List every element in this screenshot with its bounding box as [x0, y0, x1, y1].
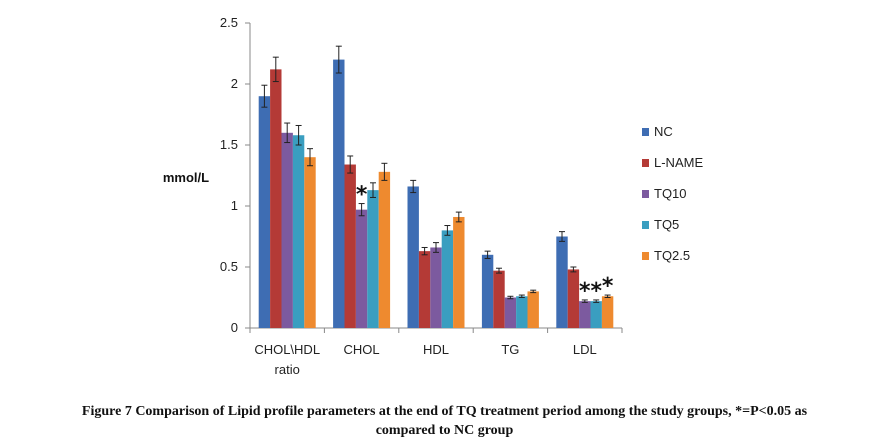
y-tick-label: 2.5	[220, 15, 238, 30]
x-tick-label: LDL	[573, 342, 597, 357]
bar-tq5	[590, 301, 602, 328]
x-tick-label: ratio	[275, 362, 300, 377]
bar-tq10	[504, 297, 517, 328]
bar-tq10	[355, 209, 368, 328]
y-tick-label: 0	[231, 320, 238, 335]
bar-l-name	[567, 269, 580, 328]
y-tick-label: 1	[231, 198, 238, 213]
bar-l-name	[344, 164, 356, 328]
bar-tq2-5	[378, 171, 391, 328]
significance-star: *	[590, 279, 602, 304]
legend-swatch	[642, 159, 649, 167]
bar-tq2-5	[601, 296, 614, 328]
x-tick-label: CHOL\HDL	[254, 342, 320, 357]
bar-chart: 0 0.5 1 1.5 2 2.5 mmol/L CHOL\HDL ratio CHOL HDL TG…	[163, 15, 704, 377]
bar-tq5	[367, 190, 379, 328]
legend-label: TQ10	[654, 186, 687, 201]
legend-label: NC	[654, 124, 673, 139]
bar-tq2-5	[304, 157, 316, 328]
bar-nc	[407, 186, 419, 328]
y-axis-title: mmol/L	[163, 170, 209, 185]
bar-l-name	[418, 251, 431, 328]
figure-caption: Figure 7 Comparison of Lipid profile par…	[0, 402, 889, 440]
caption-line-2: compared to NC group	[375, 423, 514, 438]
bar-tq2-5	[453, 216, 465, 328]
legend-label: TQ5	[654, 217, 679, 232]
significance-star: *	[356, 183, 368, 208]
bar-tq10	[281, 132, 293, 328]
bar-l-name	[493, 270, 505, 328]
y-tick-label: 0.5	[220, 259, 238, 274]
legend-swatch	[642, 128, 649, 136]
legend-swatch	[642, 190, 649, 198]
chart-legend: NC L-NAME TQ10 TQ5 TQ2.5	[642, 124, 703, 263]
chart-axes: 0 0.5 1 1.5 2 2.5 mmol/L CHOL\HDL ratio CHOL HDL TG…	[163, 15, 623, 377]
x-tick-label: HDL	[423, 342, 449, 357]
bar-l-name	[270, 69, 282, 329]
bar-nc	[556, 236, 568, 328]
legend-label: L-NAME	[654, 155, 703, 170]
legend-swatch	[642, 221, 649, 229]
bar-tq5	[441, 230, 454, 328]
x-tick-label: TG	[501, 342, 519, 357]
y-tick-label: 1.5	[220, 137, 238, 152]
bar-nc	[333, 59, 345, 328]
bar-tq5	[292, 135, 305, 328]
legend-swatch	[642, 252, 649, 260]
legend-label: TQ2.5	[654, 248, 690, 263]
chart-bars	[258, 45, 614, 329]
bar-tq5	[516, 296, 528, 328]
x-tick-label: CHOL	[344, 342, 380, 357]
bar-tq2-5	[527, 291, 539, 328]
y-tick-label: 2	[231, 76, 238, 91]
bar-tq10	[430, 247, 442, 328]
bar-tq10	[579, 301, 591, 328]
bar-nc	[258, 96, 271, 328]
caption-line-1: Figure 7 Comparison of Lipid profile par…	[81, 404, 808, 419]
bar-nc	[481, 254, 494, 328]
significance-star: *	[579, 279, 591, 304]
chart-annotations: ** * *	[356, 183, 614, 304]
significance-star: *	[602, 274, 614, 299]
